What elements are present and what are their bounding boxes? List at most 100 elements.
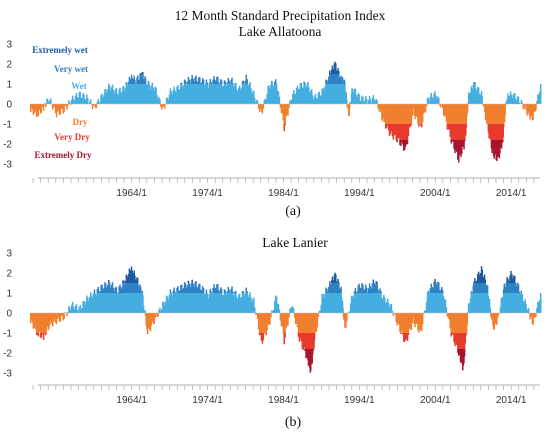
wet-area bbox=[182, 85, 185, 104]
dry-area bbox=[392, 104, 395, 124]
wet-area bbox=[84, 304, 86, 313]
dry-area bbox=[298, 313, 301, 333]
very-wet-area bbox=[227, 77, 229, 84]
wet-area bbox=[338, 293, 341, 313]
wet-area bbox=[83, 94, 85, 104]
wet-area bbox=[137, 293, 140, 313]
dry-area bbox=[152, 313, 155, 324]
very-wet-area bbox=[327, 82, 329, 84]
dry-area bbox=[65, 104, 67, 107]
wet-area bbox=[442, 296, 445, 313]
very-wet-area bbox=[439, 289, 441, 293]
wet-area bbox=[236, 89, 238, 104]
wet-area bbox=[79, 305, 81, 313]
very-wet-area bbox=[380, 290, 382, 293]
dry-area bbox=[408, 313, 411, 329]
panel-label: (a) bbox=[285, 204, 301, 219]
dry-area bbox=[455, 313, 457, 333]
extremely-dry-area bbox=[491, 140, 493, 154]
dry-area bbox=[61, 104, 63, 109]
dry-area bbox=[460, 104, 462, 124]
wet-area bbox=[435, 95, 437, 104]
dry-area bbox=[383, 104, 385, 119]
very-wet-area bbox=[138, 79, 140, 84]
wet-area bbox=[225, 85, 228, 104]
very-wet-area bbox=[246, 79, 248, 84]
dry-area bbox=[51, 313, 53, 324]
very-wet-area bbox=[513, 283, 515, 293]
very-dry-area bbox=[404, 333, 407, 340]
wet-area bbox=[292, 306, 294, 313]
very-wet-area bbox=[515, 285, 518, 293]
very-wet-area bbox=[129, 79, 131, 84]
wet-area bbox=[137, 84, 140, 104]
very-wet-area bbox=[326, 79, 328, 84]
dry-area bbox=[265, 313, 267, 333]
wet-area bbox=[508, 293, 510, 313]
wet-area bbox=[423, 310, 426, 313]
very-wet-area bbox=[473, 283, 475, 293]
dry-area bbox=[30, 313, 33, 320]
very-wet-area bbox=[235, 290, 237, 293]
wet-area bbox=[234, 293, 236, 313]
dry-area bbox=[446, 104, 449, 124]
dry-area bbox=[287, 313, 289, 326]
wet-area bbox=[72, 306, 75, 313]
wet-area bbox=[167, 299, 170, 313]
dry-area bbox=[421, 104, 423, 124]
very-dry-area bbox=[447, 124, 450, 130]
extremely-wet-area bbox=[477, 273, 479, 283]
wet-area bbox=[436, 293, 438, 313]
wet-area bbox=[380, 293, 382, 313]
wet-area bbox=[72, 99, 75, 104]
wet-area bbox=[299, 84, 302, 104]
dry-area bbox=[409, 104, 412, 124]
dry-area bbox=[348, 104, 350, 117]
dry-area bbox=[39, 104, 42, 114]
wet-area bbox=[481, 95, 483, 104]
very-dry-area bbox=[259, 333, 262, 336]
wet-area bbox=[538, 94, 540, 104]
very-wet-area bbox=[192, 78, 194, 84]
extremely-wet-area bbox=[107, 279, 110, 283]
wet-area bbox=[378, 293, 380, 313]
dry-area bbox=[53, 104, 56, 107]
wet-area bbox=[172, 293, 174, 313]
very-wet-area bbox=[215, 81, 217, 84]
dry-area bbox=[417, 104, 419, 124]
dry-area bbox=[259, 313, 262, 333]
wet-area bbox=[482, 293, 484, 313]
dry-area bbox=[407, 313, 410, 333]
dry-area bbox=[420, 313, 422, 331]
very-wet-area bbox=[334, 283, 336, 293]
very-wet-area bbox=[242, 80, 245, 84]
wet-area bbox=[278, 309, 281, 313]
very-wet-area bbox=[205, 79, 208, 84]
wet-area bbox=[526, 310, 528, 313]
very-wet-area bbox=[196, 286, 198, 293]
wet-area bbox=[148, 84, 151, 104]
very-dry-area bbox=[261, 333, 264, 344]
very-wet-area bbox=[180, 83, 182, 84]
dry-area bbox=[286, 104, 288, 116]
wet-area bbox=[208, 84, 210, 104]
wet-area bbox=[195, 84, 197, 104]
dry-area bbox=[92, 104, 95, 107]
dry-area bbox=[395, 104, 397, 124]
very-wet-area bbox=[107, 284, 109, 293]
wet-area bbox=[189, 293, 192, 313]
very-wet-area bbox=[99, 291, 101, 293]
very-dry-area bbox=[35, 333, 38, 336]
dry-area bbox=[287, 104, 289, 116]
dry-area bbox=[417, 313, 419, 331]
wet-area bbox=[199, 293, 201, 313]
wet-area bbox=[368, 95, 371, 104]
wet-area bbox=[206, 293, 209, 313]
wet-area bbox=[424, 310, 427, 313]
wet-area bbox=[474, 84, 476, 104]
very-dry-area bbox=[393, 124, 395, 136]
very-dry-area bbox=[313, 333, 316, 340]
wet-area bbox=[192, 84, 194, 104]
wet-area bbox=[479, 293, 482, 313]
